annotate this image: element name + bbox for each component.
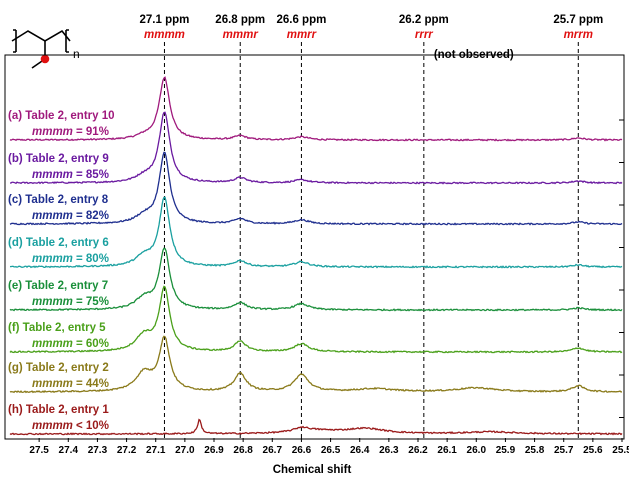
series-name: (h) Table 2, entry 1 [8, 404, 109, 416]
series-tacticity-value: = 82% [76, 210, 109, 222]
x-tick-label: 26.7 [263, 445, 283, 456]
series-name: (a) Table 2, entry 10 [8, 110, 115, 122]
x-axis-title: Chemical shift [273, 464, 352, 476]
x-tick-label: 27.4 [59, 445, 79, 456]
polymer-structure [11, 29, 71, 69]
spectrum-line [9, 247, 623, 312]
right-axis-ticks [619, 119, 624, 418]
x-tick-label: 26.2 [408, 445, 428, 456]
peak-assignment-label: mmrr [287, 29, 317, 41]
peak-assignment-label: mmmm [144, 29, 185, 41]
peak-assignment-label: mrrm [564, 29, 593, 41]
spectrum-line [9, 76, 623, 142]
x-tick-label: 25.7 [554, 445, 574, 456]
backbone [11, 29, 71, 42]
series-name: (e) Table 2, entry 7 [8, 280, 108, 292]
series-tacticity-value: = 44% [76, 378, 109, 390]
spectrum-line [9, 335, 623, 394]
spectrum-line [9, 111, 623, 185]
series-name: (b) Table 2, entry 9 [8, 153, 109, 165]
x-tick-label: 26.3 [379, 445, 399, 456]
peak-assignment-label: mmmr [223, 29, 259, 41]
series-tacticity-value: = 75% [76, 296, 109, 308]
spectra [9, 76, 623, 436]
series-tacticity-label: mmmm [32, 169, 73, 181]
x-tick-label: 27.3 [88, 445, 108, 456]
peak-ppm-label: 26.6 ppm [276, 14, 326, 26]
x-tick-label: 26.1 [437, 445, 457, 456]
series-tacticity-value: < 10% [76, 420, 109, 432]
spectrum-line [9, 196, 623, 269]
repeat-subscript: n [73, 47, 80, 61]
series-tacticity-value: = 85% [76, 169, 109, 181]
x-tick-label: 26.4 [350, 445, 370, 456]
series-tacticity-label: mmmm [32, 253, 73, 265]
series-tacticity-label: mmmm [32, 338, 73, 350]
series-tacticity-label: mmmm [32, 296, 73, 308]
x-tick-label: 25.5 [612, 445, 629, 456]
series-name: (c) Table 2, entry 8 [8, 194, 109, 206]
x-tick-label: 25.6 [583, 445, 603, 456]
peak-ppm-label: 26.8 ppm [215, 14, 265, 26]
peak-ppm-label: 25.7 ppm [553, 14, 603, 26]
peak-ppm-label: 27.1 ppm [140, 14, 190, 26]
left-bracket [13, 29, 17, 53]
series-tacticity-label: mmmm [32, 210, 73, 222]
x-tick-label: 25.8 [525, 445, 545, 456]
spectrum-line [9, 151, 623, 226]
x-tick-label: 26.9 [204, 445, 224, 456]
series-tacticity-value: = 91% [76, 126, 109, 138]
series-tacticity-value: = 80% [76, 253, 109, 265]
x-tick-label: 25.9 [496, 445, 516, 456]
x-tick-label: 27.0 [175, 445, 195, 456]
series-tacticity-label: mmmm [32, 420, 73, 432]
series-tacticity-value: = 60% [76, 338, 109, 350]
x-tick-label: 26.0 [467, 445, 487, 456]
x-tick-label: 26.6 [292, 445, 312, 456]
peak-ppm-label: 26.2 ppm [399, 14, 449, 26]
x-tick-label: 26.8 [233, 445, 253, 456]
x-tick-label: 27.1 [146, 445, 166, 456]
series-tacticity-label: mmmm [32, 378, 73, 390]
series-name: (g) Table 2, entry 2 [8, 362, 109, 374]
methine-atom-marker [40, 54, 50, 64]
right-bracket [65, 29, 69, 53]
spectrum-line [9, 285, 623, 354]
series-name: (f) Table 2, entry 5 [8, 322, 106, 334]
spectrum-line [9, 418, 623, 436]
series-tacticity-label: mmmm [32, 126, 73, 138]
peak-markers: 27.1 ppm mmmm 26.8 ppm mmmr 26.6 ppm mmrr 26.2… [140, 14, 603, 438]
x-tick-label: 27.5 [29, 445, 49, 456]
x-tick-label: 26.5 [321, 445, 341, 456]
series-name: (d) Table 2, entry 6 [8, 237, 109, 249]
peak-note: (not observed) [434, 49, 514, 61]
x-tick-label: 27.2 [117, 445, 137, 456]
x-axis: 27.5 27.4 27.3 27.2 27.1 27.0 26.9 26.8 26.7 26.6… [29, 438, 629, 456]
peak-assignment-label: rrrr [415, 29, 433, 41]
